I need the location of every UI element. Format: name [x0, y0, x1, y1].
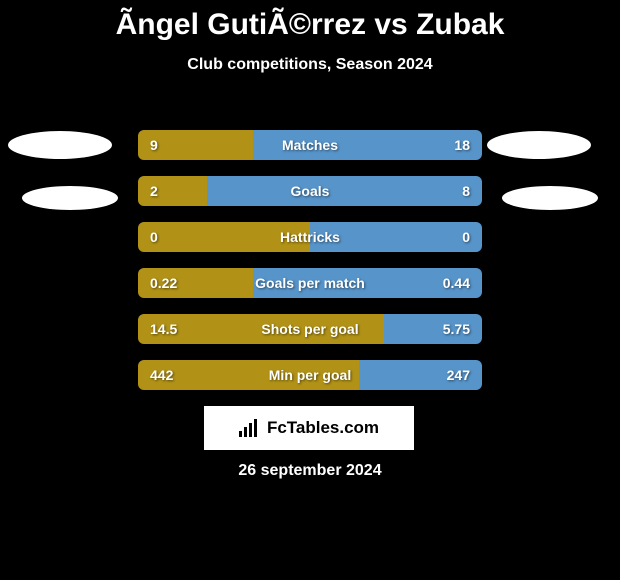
footer-date: 26 september 2024 — [0, 462, 620, 480]
stat-row: 00Hattricks — [138, 222, 482, 252]
stat-row: 442247Min per goal — [138, 360, 482, 390]
page-subtitle: Club competitions, Season 2024 — [0, 56, 620, 74]
stat-row: 28Goals — [138, 176, 482, 206]
avatar-ellipse — [8, 131, 112, 159]
avatar-ellipse — [487, 131, 591, 159]
comparison-infographic: Ãngel GutiÃ©rrez vs Zubak Club competiti… — [0, 8, 620, 580]
stat-label: Hattricks — [138, 222, 482, 252]
footer-logo: FcTables.com — [204, 406, 414, 450]
stat-label: Matches — [138, 130, 482, 160]
stat-row: 918Matches — [138, 130, 482, 160]
bar-chart-icon — [239, 419, 261, 437]
stat-label: Goals — [138, 176, 482, 206]
footer-logo-text: FcTables.com — [267, 418, 379, 438]
stat-row: 14.55.75Shots per goal — [138, 314, 482, 344]
stat-label: Shots per goal — [138, 314, 482, 344]
stat-row: 0.220.44Goals per match — [138, 268, 482, 298]
stat-label: Goals per match — [138, 268, 482, 298]
page-title: Ãngel GutiÃ©rrez vs Zubak — [0, 8, 620, 42]
avatar-ellipse — [502, 186, 598, 210]
stat-label: Min per goal — [138, 360, 482, 390]
avatar-ellipse — [22, 186, 118, 210]
stats-table: 918Matches 28Goals 00Hattricks 0.220.44Goal… — [138, 130, 482, 406]
